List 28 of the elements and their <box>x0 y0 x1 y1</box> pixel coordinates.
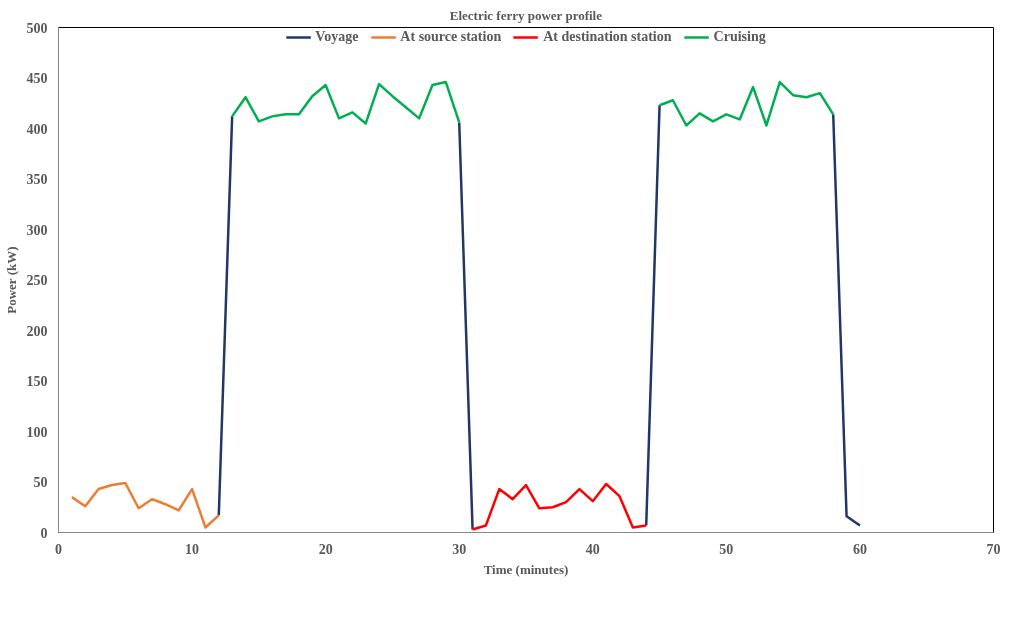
y-tick-label: 50 <box>33 475 48 490</box>
y-axis-title: Power (kW) <box>3 246 19 314</box>
y-tick-label: 300 <box>26 222 48 238</box>
legend-label: At destination station <box>543 29 672 45</box>
y-tick-label: 200 <box>26 323 48 339</box>
x-axis-title: Time (minutes) <box>483 561 569 577</box>
y-tick-label: 500 <box>26 20 48 36</box>
x-tick-label: 40 <box>585 541 600 557</box>
line-series <box>471 482 648 531</box>
y-tick-label: 250 <box>26 273 48 288</box>
y-tick-label: 400 <box>26 121 48 137</box>
x-tick-label: 0 <box>55 541 62 557</box>
x-tick-label: 10 <box>185 541 200 557</box>
y-tick-label: 450 <box>26 71 48 86</box>
y-tick-label: 350 <box>26 172 48 187</box>
legend-label: Cruising <box>713 29 766 45</box>
legend-label: Voyage <box>315 29 359 45</box>
legend-label: At source station <box>400 29 502 45</box>
y-tick-label: 150 <box>26 374 48 389</box>
y-tick-label: 0 <box>40 525 48 541</box>
x-tick-label: 20 <box>318 541 333 557</box>
chart-title: Electric ferry power profile <box>449 7 603 23</box>
line-series <box>70 481 221 529</box>
x-tick-label: 60 <box>852 541 867 557</box>
x-tick-label: 50 <box>719 541 734 557</box>
x-tick-label: 70 <box>986 541 1001 557</box>
y-tick-label: 100 <box>26 424 48 440</box>
x-tick-label: 30 <box>452 541 467 557</box>
